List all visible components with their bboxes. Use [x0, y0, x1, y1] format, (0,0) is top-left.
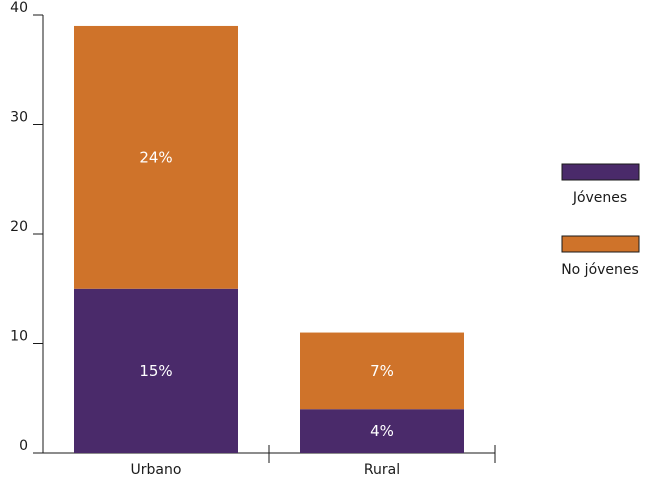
y-tick-label-10: 10	[10, 329, 28, 345]
legend: Jóvenes No jóvenes	[561, 163, 640, 278]
x-category-label-rural: Rural	[364, 462, 400, 478]
bars: 15% 24% 4% 7%	[74, 25, 464, 453]
data-label-rural-jovenes: 4%	[370, 422, 394, 440]
y-axis: 0 10 20 30 40	[10, 0, 44, 454]
y-tick-label-0: 0	[19, 438, 28, 454]
data-label-urbano-jovenes: 15%	[139, 362, 172, 380]
legend-swatch-no-jovenes	[561, 235, 640, 253]
y-tick-label-30: 30	[10, 110, 28, 126]
bar-rural-jovenes	[300, 409, 464, 453]
bar-urbano-no-jovenes	[74, 25, 238, 289]
x-category-label-urbano: Urbano	[131, 462, 182, 478]
legend-label-no-jovenes: No jóvenes	[561, 262, 639, 278]
bar-urbano-jovenes	[74, 288, 238, 453]
bar-rural-no-jovenes	[300, 332, 464, 410]
y-tick-label-40: 40	[10, 0, 28, 16]
legend-label-jovenes: Jóvenes	[572, 190, 627, 206]
legend-swatch-jovenes	[561, 163, 640, 181]
y-tick-label-20: 20	[10, 219, 28, 235]
data-label-rural-no-jovenes: 7%	[370, 362, 394, 380]
data-label-urbano-no-jovenes: 24%	[139, 148, 172, 166]
